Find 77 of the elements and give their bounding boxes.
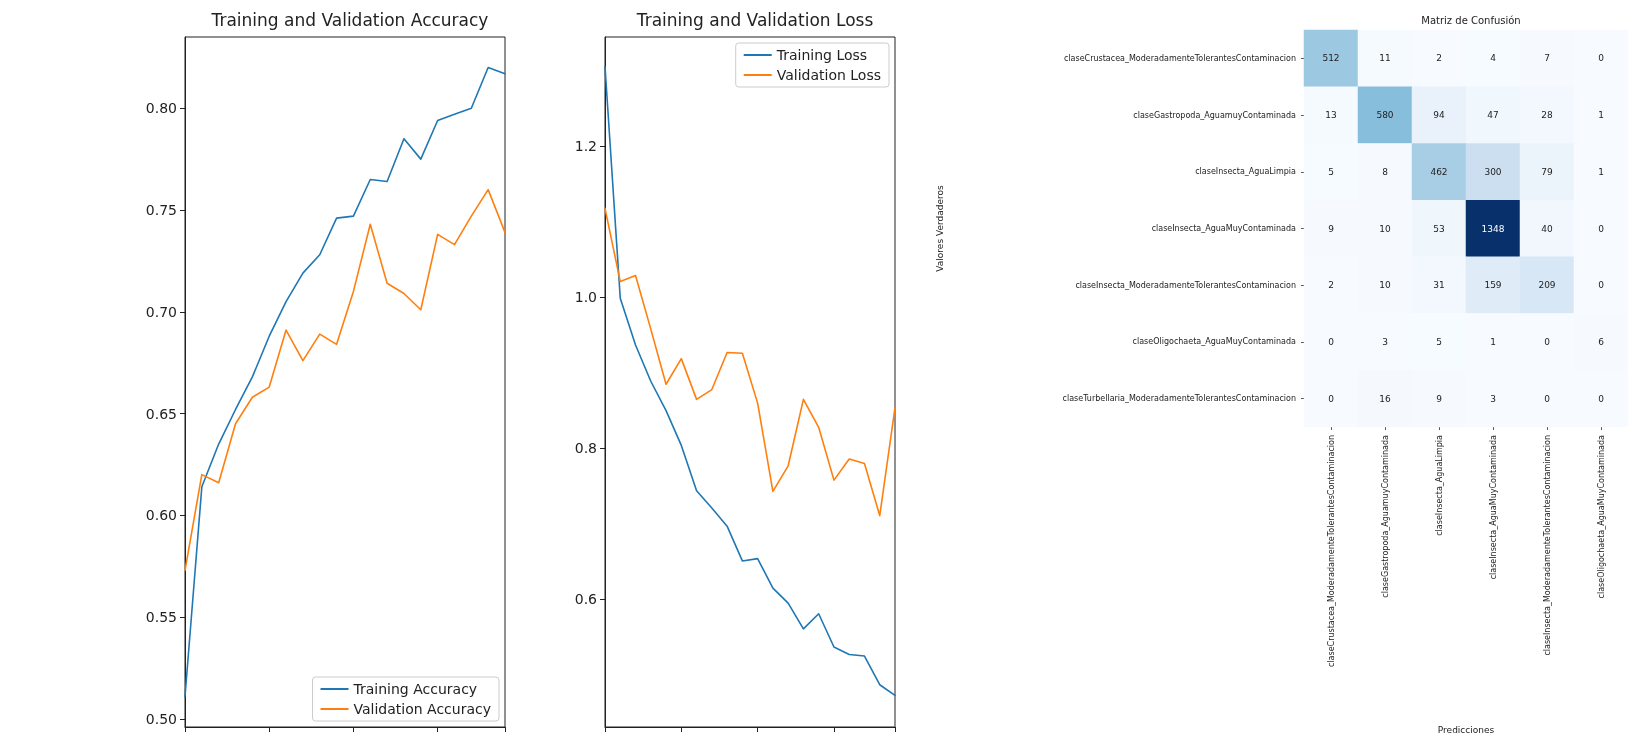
data-label: 3 [1382, 336, 1388, 347]
data-label: 4 [1490, 53, 1497, 64]
data-label: 3 [1490, 393, 1496, 404]
y-tick-label: 0.6 [574, 591, 598, 608]
y-tick-label: 0.65 [145, 405, 177, 422]
data-label: 28 [1541, 110, 1553, 121]
data-label: 0 [1598, 280, 1605, 291]
data-label: 0 [1598, 393, 1605, 404]
line-series [184, 188, 506, 572]
data-label: 13 [1325, 110, 1337, 121]
x-tick-label: claseInsecta_AguaLimpia [1434, 434, 1444, 536]
x-tick-label: claseInsecta_ModeradamenteTolerantesContaminacion [1542, 435, 1552, 656]
data-label: 2 [1436, 53, 1442, 64]
y-tick-label: 0.70 [145, 303, 177, 320]
data-label: 11 [1379, 53, 1391, 64]
data-label: 7 [1544, 53, 1550, 64]
data-label: 5 [1328, 166, 1334, 177]
data-label: 209 [1538, 280, 1556, 291]
chart-title: Training and Validation Loss [635, 9, 874, 30]
legend-label: Validation Accuracy [353, 701, 491, 717]
line-series [604, 207, 896, 517]
data-label: 16 [1379, 393, 1391, 404]
y-tick-label: claseGastropoda_AguamuyContaminada [1133, 110, 1297, 120]
data-label: 40 [1541, 223, 1553, 234]
data-label: 462 [1430, 166, 1448, 177]
x-tick-label: claseInsecta_AguaMuyContaminada [1488, 434, 1498, 580]
data-label: 94 [1433, 110, 1445, 121]
chart-title: Matriz de Confusión [1421, 14, 1521, 26]
y-tick-label: claseOligochaeta_AguaMuyContaminada [1132, 337, 1297, 347]
data-label: 300 [1484, 166, 1502, 177]
data-label: 0 [1544, 393, 1551, 404]
data-label: 1348 [1481, 223, 1505, 234]
y-tick-label: 0.80 [145, 100, 177, 117]
data-label: 1 [1490, 336, 1496, 347]
data-label: 10 [1379, 223, 1391, 234]
y-tick-label: 0.55 [145, 609, 177, 626]
data-label: 1 [1598, 110, 1604, 121]
legend-label: Validation Loss [776, 67, 882, 83]
data-label: 0 [1598, 53, 1605, 64]
data-label: 6 [1598, 336, 1605, 347]
chart-title: Training and Validation Accuracy [210, 9, 489, 30]
y-tick-label: 1.0 [574, 289, 597, 306]
data-label: 10 [1379, 280, 1391, 291]
y-tick-label: 0.75 [145, 202, 177, 219]
y-tick-label: 0.60 [145, 507, 177, 524]
y-tick-label: claseInsecta_ModeradamenteTolerantesContaminacion [1075, 280, 1296, 290]
y-tick-label: claseInsecta_AguaMuyContaminada [1151, 224, 1297, 233]
data-label: 512 [1322, 53, 1340, 64]
y-tick-label: 0.50 [145, 710, 177, 727]
y-tick-label: claseInsecta_AguaLimpia [1195, 167, 1297, 177]
data-label: 5 [1436, 336, 1442, 347]
data-label: 580 [1376, 110, 1394, 121]
data-label: 9 [1436, 393, 1443, 404]
y-tick-label: 1.2 [574, 138, 597, 155]
y-tick-label: claseCrustacea_ModeradamenteTolerantesContaminacion [1063, 53, 1296, 63]
x-axis-title: Predicciones [1437, 724, 1495, 735]
data-label: 2 [1328, 280, 1334, 291]
y-tick-label: claseTurbellaria_ModeradamenteTolerantesContaminacion [1062, 394, 1296, 404]
x-tick-label: claseOligochaeta_AguaMuyContaminada [1596, 434, 1606, 599]
data-label: 31 [1433, 280, 1445, 291]
data-label: 79 [1541, 166, 1553, 177]
data-label: 0 [1328, 393, 1335, 404]
data-label: 159 [1484, 280, 1502, 291]
data-label: 9 [1328, 223, 1335, 234]
data-label: 8 [1382, 166, 1389, 177]
legend-label: Training Accuracy [352, 681, 478, 697]
data-label: 47 [1487, 110, 1499, 121]
line-series [184, 66, 506, 698]
y-tick-label: 0.8 [574, 440, 597, 457]
legend-label: Training Loss [775, 47, 868, 63]
data-label: 53 [1433, 223, 1445, 234]
y-axis-title: Valores Verdaderos [934, 185, 945, 272]
data-label: 0 [1544, 336, 1551, 347]
data-label: 1 [1598, 166, 1604, 177]
data-label: 0 [1598, 223, 1605, 234]
data-label: 0 [1328, 336, 1335, 347]
line-series [604, 65, 896, 697]
